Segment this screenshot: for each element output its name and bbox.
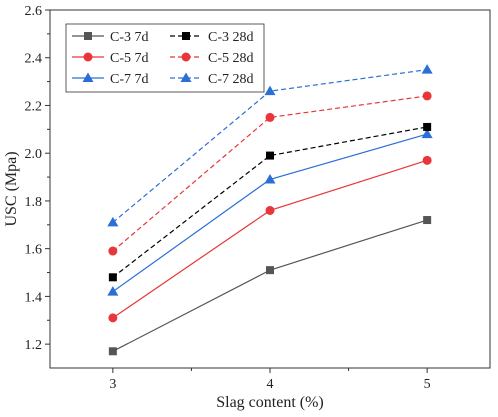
series-c-5-7d	[108, 155, 432, 323]
data-point-c-7-7d	[264, 173, 276, 184]
data-point-c-3-28d	[266, 151, 274, 160]
legend-box	[65, 23, 265, 93]
y-tick-label: 1.4	[25, 290, 43, 305]
data-point-c-7-28d	[264, 85, 276, 96]
series-line-c-5-7d	[112, 159, 428, 319]
legend-label-c-7-7d: C-7 7d	[110, 72, 149, 87]
data-point-c-5-7d	[265, 205, 275, 215]
y-tick-label: 2.2	[25, 99, 43, 114]
legend-label-c-5-7d: C-5 7d	[110, 51, 149, 66]
data-point-c-3-28d	[423, 122, 432, 131]
y-tick-label: 2.4	[25, 52, 43, 67]
legend-label-c-3-7d: C-3 7d	[110, 30, 149, 45]
legend-marker-c-7-28d	[180, 72, 192, 82]
series-c-7-28d	[107, 64, 433, 227]
legend-label-c-7-28d: C-7 28d	[208, 72, 254, 87]
series-layer	[107, 64, 433, 356]
data-point-c-3-7d	[108, 347, 117, 356]
data-point-c-7-28d	[107, 216, 119, 227]
legend-marker-c-3-7d	[84, 32, 92, 40]
x-tick-label: 5	[424, 377, 431, 392]
y-tick-label: 2.6	[25, 4, 43, 19]
data-point-c-5-28d	[422, 91, 432, 101]
data-point-c-7-28d	[421, 64, 433, 74]
series-c-3-7d	[108, 216, 432, 356]
series-c-5-28d	[108, 91, 432, 256]
data-point-c-5-28d	[108, 246, 118, 256]
legend-marker-c-5-7d	[83, 52, 93, 62]
legend-marker-c-5-28d	[181, 52, 191, 62]
y-tick-label: 1.2	[25, 338, 43, 353]
x-tick-label: 4	[267, 377, 274, 392]
data-point-c-5-7d	[108, 313, 118, 323]
y-tick-label: 1.6	[25, 243, 43, 258]
data-point-c-7-7d	[421, 128, 433, 139]
series-line-c-5-28d	[112, 95, 428, 252]
legend: C-3 7d C-5 7d C-7 7d C-3 28d C-5 28d C-7 28d	[65, 23, 265, 93]
series-c-7-7d	[107, 128, 433, 296]
data-point-c-7-7d	[107, 286, 119, 296]
y-tick-label: 2.0	[25, 147, 43, 162]
legend-label-c-3-28d: C-3 28d	[208, 30, 254, 45]
x-tick-label: 3	[109, 377, 116, 392]
data-point-c-3-7d	[266, 266, 274, 275]
series-line-c-3-28d	[112, 126, 428, 278]
y-axis-label: USC (Mpa)	[3, 151, 20, 226]
legend-marker-c-3-28d	[182, 32, 190, 40]
data-point-c-3-28d	[108, 273, 117, 282]
data-point-c-5-28d	[265, 112, 275, 122]
legend-label-c-5-28d: C-5 28d	[208, 51, 254, 66]
data-point-c-3-7d	[423, 216, 432, 225]
y-tick-label: 1.8	[25, 195, 43, 210]
data-point-c-5-7d	[422, 155, 432, 165]
x-axis-label: Slag content (%)	[216, 394, 324, 411]
series-c-3-28d	[108, 122, 432, 282]
legend-marker-c-7-7d	[82, 72, 94, 82]
ticks-layer: 1.2 1.4 1.6 1.8 2.0 2.2 2.4 2.6 3 4 5	[25, 4, 431, 392]
